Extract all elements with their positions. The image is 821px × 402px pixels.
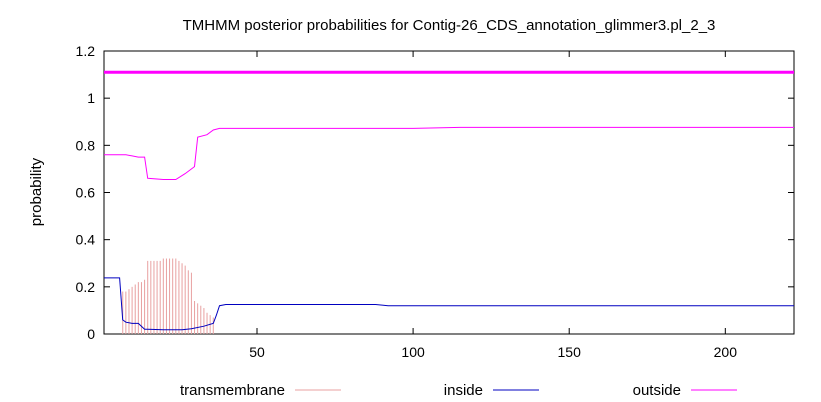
y-tick-label: 0.6	[76, 185, 96, 201]
y-axis-label: probability	[28, 157, 45, 226]
x-tick-label: 150	[558, 344, 582, 360]
series-transmembrane	[122, 258, 214, 334]
chart-title: TMHMM posterior probabilities for Contig…	[183, 17, 716, 34]
plot-frame	[103, 50, 795, 335]
series-outside	[104, 126, 794, 180]
x-tick-label: 50	[249, 344, 265, 360]
y-tick-label: 1.2	[76, 43, 96, 59]
legend: transmembrane inside outside	[180, 382, 737, 399]
y-tick-label: 0	[87, 326, 95, 342]
y-tick-label: 0.2	[76, 279, 96, 295]
y-tick-label: 0.8	[76, 137, 96, 153]
legend-label-outside: outside	[633, 382, 681, 399]
legend-label-transmembrane: transmembrane	[180, 382, 285, 399]
y-tick-label: 0.4	[76, 232, 96, 248]
series-inside	[104, 277, 794, 331]
y-tick-label: 1	[87, 90, 95, 106]
legend-label-inside: inside	[444, 382, 483, 399]
x-tick-label: 100	[401, 344, 425, 360]
x-tick-label: 200	[714, 344, 738, 360]
